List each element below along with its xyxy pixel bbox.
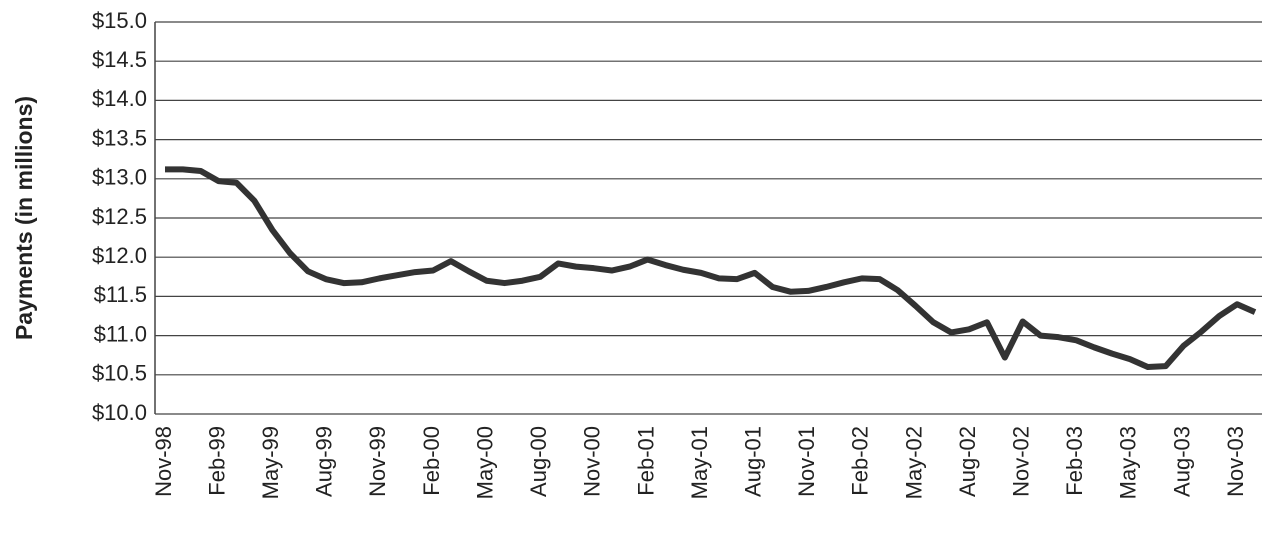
x-tick-label: Nov-00 — [580, 426, 605, 497]
x-tick-label: May-00 — [472, 426, 497, 499]
y-axis-title: Payments (in millions) — [11, 96, 37, 340]
x-tick-label: May-01 — [687, 426, 712, 499]
x-tick-label: Aug-99 — [312, 426, 337, 497]
y-tick-label: $11.5 — [94, 282, 147, 307]
x-tick-label: Feb-02 — [848, 426, 873, 496]
y-tick-label: $14.0 — [92, 86, 147, 111]
y-tick-label: $10.0 — [92, 400, 147, 425]
y-tick-label: $14.5 — [92, 47, 147, 72]
x-tick-label: Aug-00 — [526, 426, 551, 497]
x-tick-label: May-99 — [258, 426, 283, 499]
x-tick-label: Feb-01 — [633, 426, 658, 496]
y-tick-label: $12.5 — [92, 204, 147, 229]
y-tick-label: $10.5 — [92, 361, 147, 386]
x-tick-label: Feb-03 — [1062, 426, 1087, 496]
x-tick-label: May-03 — [1116, 426, 1141, 499]
data-line — [165, 166, 1257, 370]
x-tick-label: Nov-99 — [365, 426, 390, 497]
y-tick-label: $13.5 — [92, 125, 147, 150]
x-tick-label: Nov-02 — [1009, 426, 1034, 497]
x-tick-label: Feb-00 — [419, 426, 444, 496]
y-tick-label: $12.0 — [92, 243, 147, 268]
y-tick-label: $11.0 — [94, 321, 147, 346]
y-tick-label: $15.0 — [92, 8, 147, 33]
x-tick-label: Aug-03 — [1169, 426, 1194, 497]
y-tick-label: $13.0 — [92, 165, 147, 190]
x-tick-label: May-02 — [901, 426, 926, 499]
x-tick-label: Aug-01 — [740, 426, 765, 497]
x-tick-label: Aug-02 — [955, 426, 980, 497]
x-tick-label: Nov-03 — [1223, 426, 1248, 497]
x-tick-label: Nov-01 — [794, 426, 819, 497]
x-tick-label: Feb-99 — [204, 426, 229, 496]
x-tick-label: Nov-98 — [151, 426, 176, 497]
